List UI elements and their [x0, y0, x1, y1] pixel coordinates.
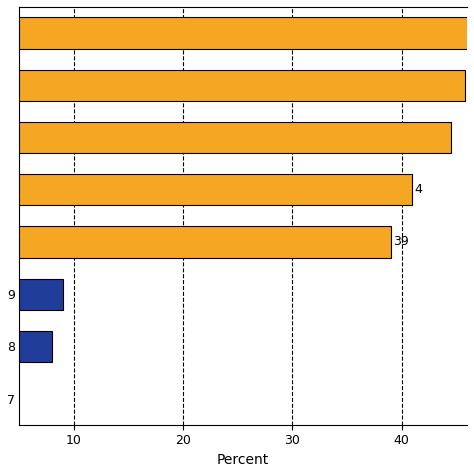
Bar: [0, 174, 412, 205]
Bar: [0, 226, 391, 258]
Bar: [0, 331, 52, 362]
X-axis label: Percent: Percent: [217, 453, 269, 467]
Bar: [0, 18, 473, 49]
Bar: [0, 122, 451, 153]
Text: 39: 39: [393, 236, 409, 248]
Text: 4: 4: [415, 183, 422, 196]
Bar: [0, 70, 465, 101]
Bar: [0, 279, 63, 310]
